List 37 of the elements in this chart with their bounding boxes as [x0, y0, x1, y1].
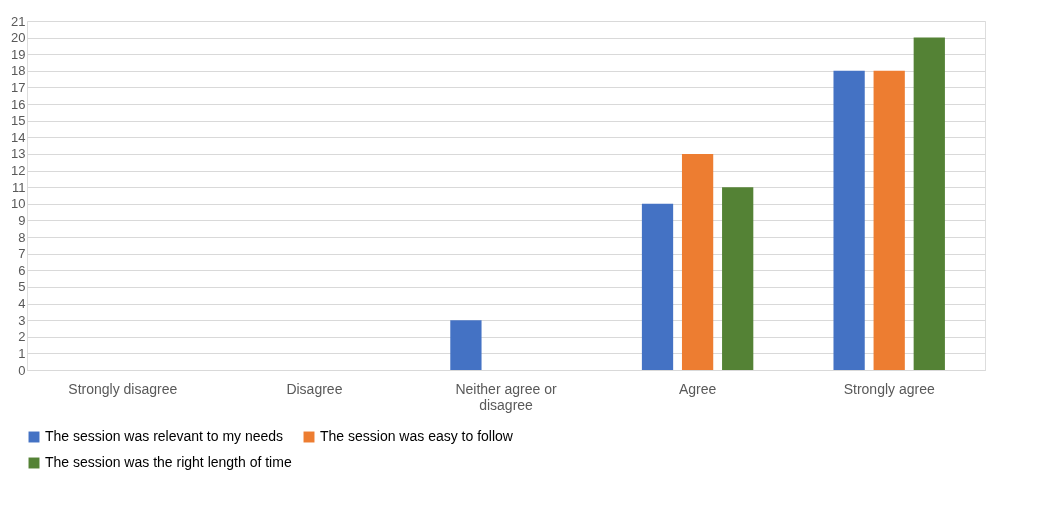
y-tick-label: 5	[18, 279, 26, 295]
y-tick-label: 21	[11, 13, 26, 29]
y-tick-label: 14	[11, 129, 26, 145]
x-tick-label: Strongly agree	[843, 380, 935, 397]
y-tick-label: 19	[11, 46, 26, 62]
bar	[641, 203, 674, 370]
y-tick-label: 16	[11, 96, 26, 112]
y-tick-label: 7	[18, 246, 26, 262]
x-tick-label: Strongly disagree	[68, 380, 178, 397]
y-tick-label: 4	[18, 296, 26, 312]
y-tick-label: 2	[18, 329, 26, 345]
y-tick-label: 15	[11, 113, 26, 129]
y-tick-label: 1	[18, 345, 26, 361]
bar	[450, 320, 482, 370]
y-tick-label: 10	[11, 196, 26, 212]
y-tick-label: 13	[11, 146, 26, 162]
y-tick-label: 18	[11, 63, 26, 79]
y-tick-label: 20	[11, 30, 26, 46]
bar	[873, 70, 905, 370]
bar	[913, 37, 945, 370]
legend-label: The session was relevant to my needs	[45, 428, 284, 444]
y-tick-label: 3	[18, 312, 26, 328]
bar	[833, 70, 865, 370]
bar	[681, 153, 714, 370]
y-tick-label: 0	[18, 362, 26, 378]
y-tick-label: 6	[18, 262, 26, 278]
y-tick-label: 9	[18, 212, 26, 228]
x-tick-label: Disagree	[286, 380, 343, 397]
x-tick-label: Neither agree or disagree	[455, 380, 557, 413]
legend-label: The session was the right length of time	[45, 454, 292, 470]
y-tick-label: 8	[18, 229, 26, 245]
legend-label: The session was easy to follow	[320, 428, 514, 444]
y-tick-label: 17	[11, 79, 26, 95]
x-tick-label: Agree	[678, 380, 717, 397]
y-tick-label: 12	[11, 163, 26, 179]
bar	[722, 187, 754, 370]
y-tick-label: 11	[12, 179, 26, 195]
